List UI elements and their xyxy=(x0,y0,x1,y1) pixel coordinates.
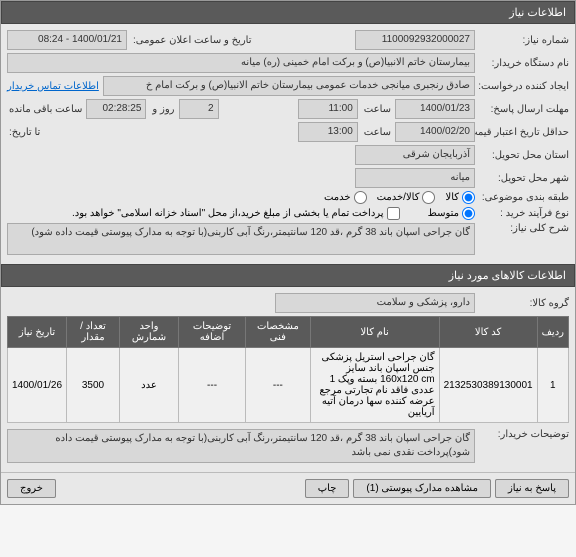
items-table: ردیف کد کالا نام کالا مشخصات فنی توضیحات… xyxy=(7,316,569,423)
field-remain-time: 02:28:25 xyxy=(86,99,146,119)
check-partial-payment[interactable]: پرداخت تمام یا بخشی از مبلغ خرید،از محل … xyxy=(72,207,400,220)
items-area: گروه کالا: دارو، پزشکی و سلامت ردیف کد ک… xyxy=(1,287,575,472)
field-deadline-date: 1400/01/23 xyxy=(395,99,475,119)
section-header-items: اطلاعات کالاهای مورد نیاز xyxy=(1,264,575,287)
th-row: ردیف xyxy=(537,317,568,348)
label-categorization: طبقه بندی موضوعی: xyxy=(479,192,569,203)
label-need-number: شماره نیاز: xyxy=(479,35,569,46)
label-buyer-notes: توضیحات خریدار: xyxy=(479,429,569,440)
th-qty: تعداد / مقدار xyxy=(67,317,120,348)
cell-qty: 3500 xyxy=(67,348,120,423)
th-tech: مشخصات فنی xyxy=(246,317,311,348)
radio-goods[interactable]: کالا xyxy=(445,191,475,204)
radio-goods-input[interactable] xyxy=(462,191,475,204)
cell-name: گان جراحی استریل پزشکی جنس اسپان باند سا… xyxy=(310,348,439,423)
th-date: تاریخ نیاز xyxy=(8,317,67,348)
label-buyer-org: نام دستگاه خریدار: xyxy=(479,58,569,69)
th-unit: واحد شمارش xyxy=(119,317,178,348)
label-province: استان محل تحویل: xyxy=(479,150,569,161)
cell-code: 2132530389130001 xyxy=(439,348,537,423)
contact-link[interactable]: اطلاعات تماس خریدار xyxy=(7,81,99,92)
radio-goods-service-input[interactable] xyxy=(422,191,435,204)
info-form-area: شماره نیاز: 1100092932000027 تاریخ و ساع… xyxy=(1,24,575,264)
field-province: آذربایجان شرقی xyxy=(355,145,475,165)
table-row: 1 2132530389130001 گان جراحی استریل پزشک… xyxy=(8,348,569,423)
field-validity-date: 1400/02/20 xyxy=(395,122,475,142)
field-goods-group: دارو، پزشکی و سلامت xyxy=(275,293,475,313)
field-validity-time: 13:00 xyxy=(298,122,358,142)
label-days: روز و xyxy=(150,104,174,115)
radio-service-input[interactable] xyxy=(354,191,367,204)
label-hour-2: ساعت xyxy=(362,127,391,138)
view-attachments-button[interactable]: مشاهده مدارک پیوستی (1) xyxy=(353,479,491,498)
label-creator: ایجاد کننده درخواست: xyxy=(479,81,569,92)
label-city: شهر محل تحویل: xyxy=(479,173,569,184)
cell-date: 1400/01/26 xyxy=(8,348,67,423)
field-remain-days: 2 xyxy=(179,99,219,119)
section-header-info: اطلاعات نیاز xyxy=(1,1,575,24)
label-goods-group: گروه کالا: xyxy=(479,298,569,309)
field-buyer-notes: گان جراحی اسپان باند 38 گرم ،قد 120 سانت… xyxy=(7,429,475,463)
field-need-title: گان جراحی اسپان باند 38 گرم ،قد 120 سانت… xyxy=(7,223,475,255)
field-deadline-time: 11:00 xyxy=(298,99,358,119)
label-deadline: مهلت ارسال پاسخ: xyxy=(479,104,569,115)
label-to-date: تا تاریخ: xyxy=(7,127,40,138)
label-announce-date: تاریخ و ساعت اعلان عمومی: xyxy=(131,35,252,46)
radio-service[interactable]: خدمت xyxy=(324,191,367,204)
label-process-type: نوع فرآیند خرید : xyxy=(479,208,569,219)
label-remaining: ساعت باقی مانده xyxy=(7,104,82,115)
label-validity: حداقل تاریخ اعتبار قیمت: xyxy=(479,127,569,138)
field-buyer-org: بیمارستان خاتم الانبیا(ص) و برکت امام خم… xyxy=(7,53,475,73)
main-panel: اطلاعات نیاز شماره نیاز: 110009293200002… xyxy=(0,0,576,505)
field-announce-date: 1400/01/21 - 08:24 xyxy=(7,30,127,50)
label-need-title: شرح کلی نیاز: xyxy=(479,223,569,234)
respond-button[interactable]: پاسخ به نیاز xyxy=(495,479,569,498)
th-code: کد کالا xyxy=(439,317,537,348)
field-need-number: 1100092932000027 xyxy=(355,30,475,50)
field-creator: صادق رنجبری میانجی خدمات عمومی بیمارستان… xyxy=(103,76,475,96)
check-partial-input[interactable] xyxy=(387,207,400,220)
field-city: میانه xyxy=(355,168,475,188)
footer-buttons: پاسخ به نیاز مشاهده مدارک پیوستی (1) چاپ… xyxy=(1,472,575,504)
cell-tech: --- xyxy=(246,348,311,423)
th-name: نام کالا xyxy=(310,317,439,348)
radio-medium-input[interactable] xyxy=(462,207,475,220)
radio-medium[interactable]: متوسط xyxy=(428,207,475,220)
print-button[interactable]: چاپ xyxy=(305,479,350,498)
cell-row: 1 xyxy=(537,348,568,423)
cell-unit: عدد xyxy=(119,348,178,423)
exit-button[interactable]: خروج xyxy=(7,479,56,498)
th-extra: توضیحات اضافه xyxy=(178,317,245,348)
category-radio-group: کالا کالا/خدمت خدمت xyxy=(324,191,475,204)
radio-goods-service[interactable]: کالا/خدمت xyxy=(377,191,436,204)
cell-extra: --- xyxy=(178,348,245,423)
label-hour-1: ساعت xyxy=(362,104,391,115)
